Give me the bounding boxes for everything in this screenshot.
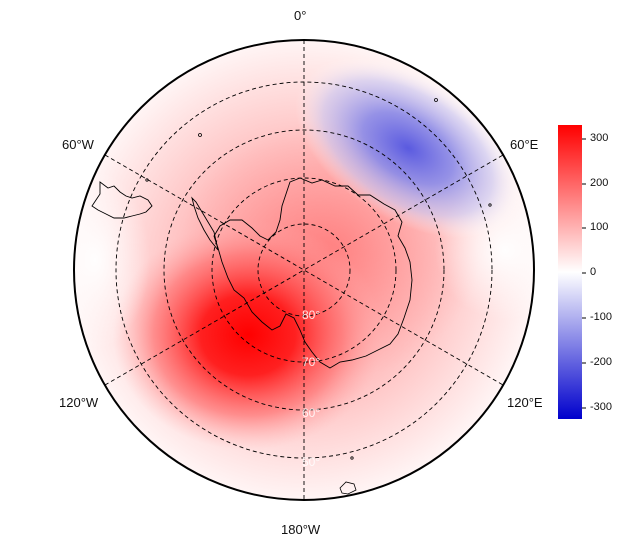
colorbar-tick-minus-100: -100 xyxy=(590,311,613,323)
lon-label-120e: 120°E xyxy=(507,395,543,410)
colorbar-tick-200: 200 xyxy=(590,177,609,189)
positive-anomaly-core xyxy=(113,220,383,450)
lon-label-60w: 60°W xyxy=(62,137,94,152)
antarctica-coastline xyxy=(213,177,413,369)
colorbar-tick-0: 0 xyxy=(590,266,597,278)
islands xyxy=(145,98,492,495)
lat-label-80: 80° xyxy=(302,308,320,322)
lon-label-0: 0° xyxy=(294,8,307,23)
antarctic-peninsula xyxy=(191,196,219,251)
map-boundary xyxy=(73,39,535,501)
colorbar-gradient xyxy=(558,125,582,419)
colorbar-tick-minus-300: -300 xyxy=(590,401,613,413)
colorbar-tick-minus-200: -200 xyxy=(590,356,613,368)
lon-label-60e: 60°E xyxy=(510,137,539,152)
lon-label-120w: 120°W xyxy=(59,395,99,410)
lat-label-70: 70° xyxy=(302,355,320,369)
lat-label-50: 50° xyxy=(302,455,320,469)
colorbar-tick-300: 300 xyxy=(590,132,609,144)
anomaly-field xyxy=(74,40,534,500)
south-america-coastline xyxy=(91,181,153,219)
colorbar xyxy=(558,125,586,419)
colorbar-tick-100: 100 xyxy=(590,221,609,233)
lon-label-180w: 180°W xyxy=(281,522,321,537)
latitude-circles xyxy=(115,81,493,459)
lat-label-60: 60° xyxy=(302,406,320,420)
